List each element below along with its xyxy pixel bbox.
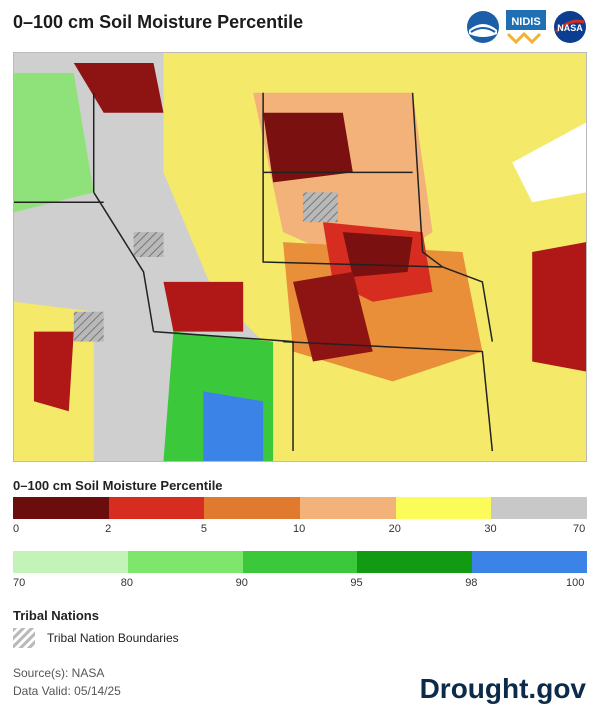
legend-tick: 10 [293,523,306,535]
tribal-title: Tribal Nations [13,608,99,623]
dry-region-darkred-ne [293,271,373,362]
tribal-boundary [73,311,104,342]
legend-swatch [127,551,243,573]
wet-region-green-nw [14,72,94,213]
tribal-label: Tribal Nation Boundaries [47,631,179,645]
dry-legend-bar [13,497,588,519]
source-text: Source(s): NASA [13,666,105,680]
dry-region-red-wy [163,281,244,332]
logo-group: NIDIS NASA [466,10,588,44]
legend-swatch [357,551,473,573]
legend-tick: 70 [573,523,586,535]
legend-swatch [13,497,109,519]
legend-tick: 0 [13,523,20,535]
legend-swatch [472,551,587,573]
dry-region-red-sw [33,331,74,412]
legend-tick: 70 [13,577,26,589]
legend-tick: 98 [465,577,478,589]
dry-region-darkred-nd [263,112,353,183]
data-valid-text: Data Valid: 05/14/25 [13,684,121,698]
wet-legend-bar [13,551,587,573]
nidis-logo[interactable]: NIDIS [506,10,546,44]
legend-swatch [108,497,205,519]
legend-swatch [242,551,358,573]
legend-tick: 95 [350,577,363,589]
page-title: 0–100 cm Soil Moisture Percentile [13,12,304,32]
nasa-logo[interactable]: NASA [552,10,588,44]
legend-tick: 80 [120,577,134,589]
legend-swatch [204,497,301,519]
legend-tick: 2 [105,523,112,535]
legend-swatch [13,551,128,573]
tribal-boundary [133,232,164,257]
soil-moisture-map[interactable] [13,52,587,462]
legend-tick: 5 [200,523,207,535]
legend-swatch [395,497,492,519]
nasa-logo-text: NASA [557,23,583,33]
noaa-logo[interactable] [466,10,500,44]
state-boundaries [14,92,494,452]
legend-tick: 100 [566,577,585,589]
legend-tick: 90 [235,577,248,589]
legend-title: 0–100 cm Soil Moisture Percentile [13,478,223,493]
legend-swatch [300,497,396,519]
wet-region-blue-co [203,391,264,461]
nidis-logo-text: NIDIS [511,16,540,28]
dry-region-darkred-sd [342,232,413,277]
brand-logo[interactable]: Drought.gov [419,673,586,704]
legend-tick: 30 [484,523,497,535]
dry-region-darkred-mt [73,62,164,113]
legend-swatch [491,497,588,519]
lake-superior [512,122,586,203]
tribal-boundary [302,192,338,223]
tribal-swatch [13,628,35,648]
dry-region-darkred-wi [532,242,586,372]
legend-tick: 20 [388,523,401,535]
